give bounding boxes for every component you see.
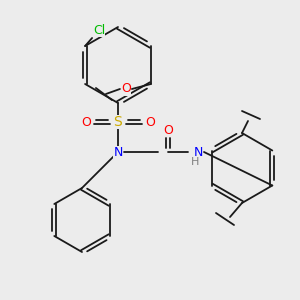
Text: Cl: Cl bbox=[93, 23, 105, 37]
Text: O: O bbox=[81, 116, 91, 128]
Text: N: N bbox=[193, 146, 203, 158]
Text: H: H bbox=[191, 157, 199, 167]
Text: O: O bbox=[163, 124, 173, 136]
Text: O: O bbox=[145, 116, 155, 128]
Text: O: O bbox=[121, 82, 131, 95]
Text: S: S bbox=[114, 115, 122, 129]
Text: N: N bbox=[113, 146, 123, 158]
